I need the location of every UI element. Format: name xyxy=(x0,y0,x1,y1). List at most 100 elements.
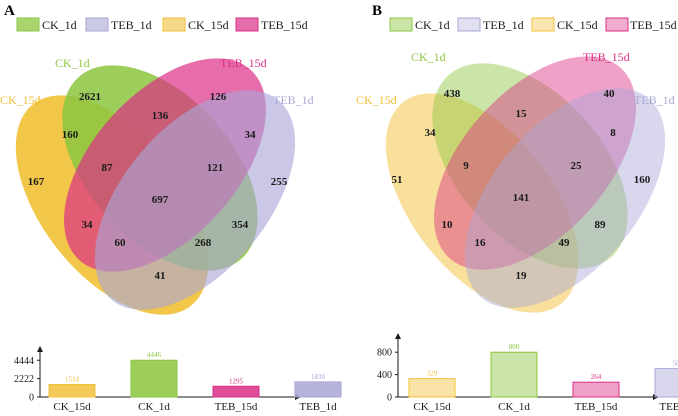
bar-b-y-tick-label: 0 xyxy=(387,393,392,404)
bar-b-x-tick-label: TEB_15d xyxy=(575,401,618,413)
panel-a-letter: A xyxy=(4,3,15,19)
bar-a-bar xyxy=(294,381,342,398)
venn-b-ellipse-teb-1d xyxy=(464,88,666,308)
venn-b-ellipse-ck-15d xyxy=(385,93,579,313)
venn-b-label-teb-1d: TEB_1d xyxy=(634,93,675,107)
bar-a-bar xyxy=(212,385,260,398)
legend-label-teb-1d: TEB_1d xyxy=(483,18,524,32)
venn-a-count: 60 xyxy=(115,237,127,249)
panel-b-letter: B xyxy=(372,3,382,19)
legend-swatch-ck-1d xyxy=(16,17,40,32)
bar-a-bar-value-label: 1295 xyxy=(229,377,244,385)
venn-a-count: 2621 xyxy=(79,91,101,103)
venn-b-count: 15 xyxy=(516,108,528,120)
venn-b-count: 160 xyxy=(634,174,651,186)
venn-b-count: 9 xyxy=(463,160,469,172)
venn-b-count: 25 xyxy=(571,160,583,172)
venn-b-label-teb-15d: TEB_15d xyxy=(583,50,630,64)
venn-b-count: 438 xyxy=(444,88,461,100)
venn-a-count: 167 xyxy=(28,176,45,188)
venn-a-count: 34 xyxy=(245,129,257,141)
legend-swatch-ck-15d xyxy=(162,17,186,32)
venn-b-ellipse-ck-1d xyxy=(432,63,628,269)
bar-a-y-tick-label: 4444 xyxy=(14,356,34,367)
bar-a-bar-value-label: 4446 xyxy=(147,351,162,359)
venn-b-label-ck-1d: CK_1d xyxy=(411,50,446,64)
bar-a-x-tick-label: TEB_1d xyxy=(299,401,337,413)
bar-a-y-tick-label: 2222 xyxy=(14,374,34,385)
bar-a-bar-value-label: 1514 xyxy=(65,375,80,383)
venn-a-label-teb-15d: TEB_15d xyxy=(220,56,267,70)
legend-label-ck-15d: CK_15d xyxy=(557,18,598,32)
venn-b-count: 8 xyxy=(610,127,616,139)
bar-a-x-tick-label: TEB_15d xyxy=(215,401,258,413)
legend-swatch-teb-15d xyxy=(235,17,259,32)
bar-b-bar xyxy=(490,351,538,398)
bar-b-y-axis-arrow xyxy=(395,333,401,339)
panel-a-bar-chart: 0 2222 4444 1514 CK_15d 4446 CK_1d 1295 TEB_15d 1… xyxy=(14,346,342,413)
venn-a-count: 354 xyxy=(232,219,249,231)
venn-b-count: 51 xyxy=(392,174,403,186)
panel-b-venn xyxy=(385,56,666,313)
venn-a-ellipse-teb-1d xyxy=(94,90,296,310)
venn-b-count: 141 xyxy=(513,192,530,204)
legend-swatch-ck-1d xyxy=(389,17,413,32)
venn-a-count: 34 xyxy=(82,219,94,231)
venn-b-count: 19 xyxy=(516,270,528,282)
legend-label-ck-15d: CK_15d xyxy=(188,18,229,32)
bar-a-bar xyxy=(48,383,96,398)
panel-b: B CK_1d TEB_1d CK_15d TEB_15d CK_15d CK_… xyxy=(356,3,678,413)
venn-b-ellipse-teb-15d xyxy=(434,56,636,270)
venn-a-count: 697 xyxy=(152,194,169,206)
venn-a-count: 126 xyxy=(210,91,227,103)
bar-a-bar-value-label: 1830 xyxy=(311,373,326,381)
legend-label-teb-15d: TEB_15d xyxy=(261,18,308,32)
legend-label-ck-1d: CK_1d xyxy=(42,18,77,32)
bar-b-bar xyxy=(572,381,620,398)
venn-b-count: 16 xyxy=(475,237,487,249)
venn-a-count: 87 xyxy=(102,162,114,174)
venn-a-count: 160 xyxy=(62,129,79,141)
venn-a-count: 136 xyxy=(152,110,169,122)
venn-a-label-ck-1d: CK_1d xyxy=(55,56,90,70)
panel-b-legend: CK_1d TEB_1d CK_15d TEB_15d xyxy=(389,17,677,32)
venn-b-count: 40 xyxy=(604,88,616,100)
bar-b-x-tick-label: CK_15d xyxy=(413,401,451,413)
venn-a-count: 41 xyxy=(155,270,166,282)
bar-b-bar-value-label: 329 xyxy=(427,370,438,378)
venn-a-label-ck-15d: CK_15d xyxy=(0,93,41,107)
bar-b-bar-value-label: 507 xyxy=(673,360,678,368)
bar-b-y-tick-label: 800 xyxy=(377,348,392,359)
legend-swatch-teb-15d xyxy=(605,17,629,32)
bar-b-y-tick-label: 400 xyxy=(377,370,392,381)
venn-b-count: 10 xyxy=(442,219,454,231)
legend-label-ck-1d: CK_1d xyxy=(415,18,450,32)
legend-swatch-ck-15d xyxy=(531,17,555,32)
bar-a-x-tick-label: CK_15d xyxy=(53,401,91,413)
bar-b-bar xyxy=(408,378,456,398)
bar-b-bar xyxy=(654,368,678,398)
legend-label-teb-15d: TEB_15d xyxy=(630,18,677,32)
venn-b-count: 34 xyxy=(425,127,437,139)
bar-a-x-tick-label: CK_1d xyxy=(138,401,170,413)
venn-b-label-ck-15d: CK_15d xyxy=(356,93,397,107)
venn-b-count: 89 xyxy=(595,219,607,231)
panel-a-venn xyxy=(15,58,296,315)
bar-a-bar xyxy=(130,359,178,398)
legend-label-teb-1d: TEB_1d xyxy=(111,18,152,32)
bar-b-bar-value-label: 800 xyxy=(509,343,520,351)
legend-swatch-teb-1d xyxy=(85,17,109,32)
legend-swatch-teb-1d xyxy=(457,17,481,32)
venn-a-count: 268 xyxy=(195,237,212,249)
venn-b-count: 49 xyxy=(559,237,571,249)
bar-b-bar-value-label: 264 xyxy=(591,373,602,381)
venn-a-count: 255 xyxy=(271,176,288,188)
panel-a: A CK_1d TEB_1d CK_15d TEB_15d CK_15d CK_… xyxy=(0,3,342,413)
venn-a-count: 121 xyxy=(207,162,224,174)
venn-a-label-teb-1d: TEB_1d xyxy=(273,93,314,107)
bar-b-x-tick-label: TEB_1d xyxy=(659,401,678,413)
bar-a-y-axis-arrow xyxy=(37,346,43,352)
panel-a-legend: CK_1d TEB_1d CK_15d TEB_15d xyxy=(16,17,308,32)
panel-b-bar-chart: 0 400 800 329 CK_15d 800 CK_1d 264 TEB_15d 507 TEB… xyxy=(377,333,678,413)
